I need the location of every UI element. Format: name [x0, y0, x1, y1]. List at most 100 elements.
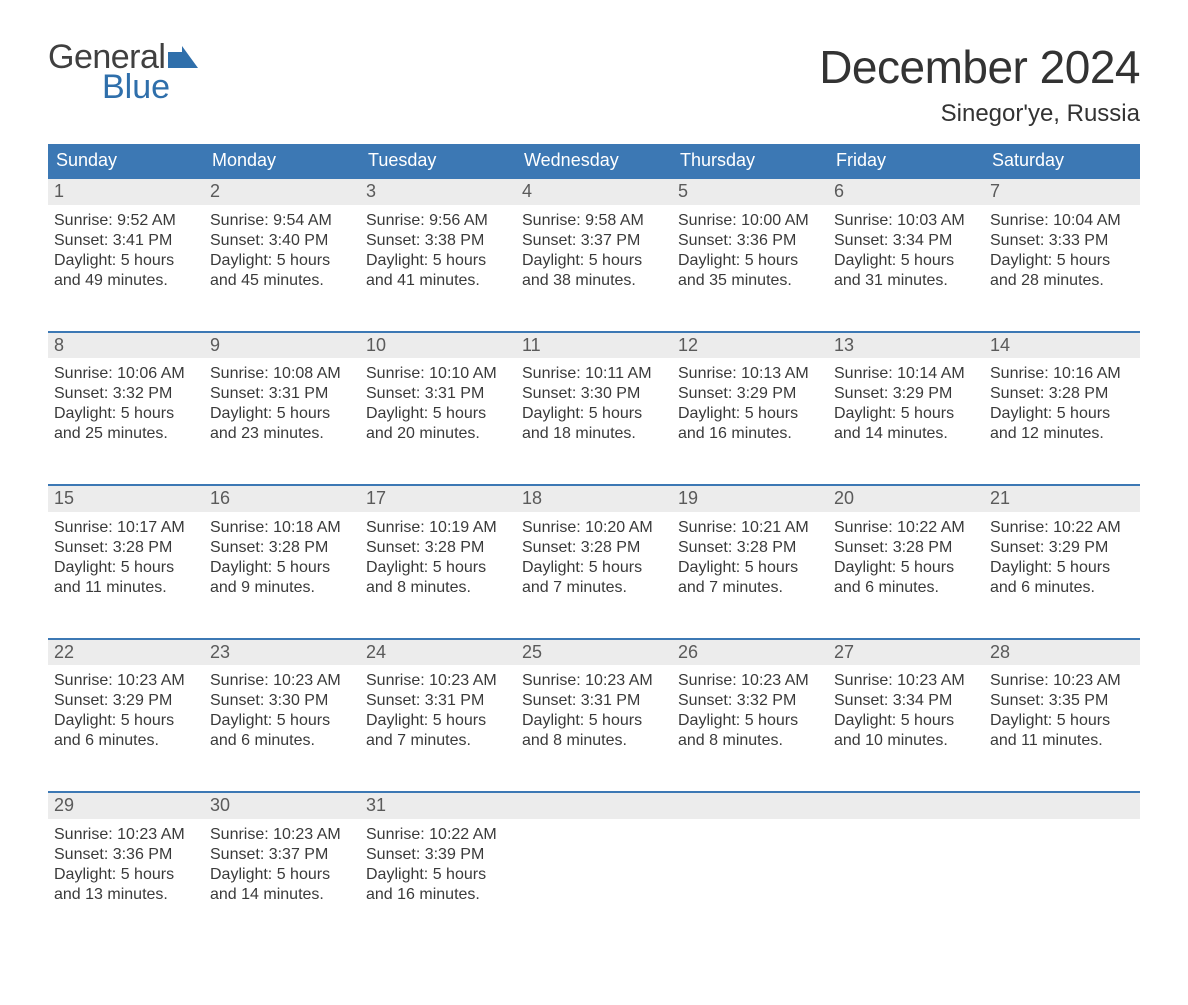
day-number: 12 [672, 333, 828, 359]
calendar-day-cell: 2Sunrise: 9:54 AMSunset: 3:40 PMDaylight… [204, 178, 360, 332]
day-body: Sunrise: 9:58 AMSunset: 3:37 PMDaylight:… [516, 205, 672, 331]
sunset-line: Sunset: 3:35 PM [990, 691, 1134, 711]
day-body: Sunrise: 10:10 AMSunset: 3:31 PMDaylight… [360, 358, 516, 484]
sunset-line: Sunset: 3:28 PM [834, 538, 978, 558]
calendar-day-cell [828, 792, 984, 945]
day-body: Sunrise: 9:56 AMSunset: 3:38 PMDaylight:… [360, 205, 516, 331]
day-number: 1 [48, 179, 204, 205]
daylight-line: Daylight: 5 hours and 10 minutes. [834, 711, 978, 751]
sunrise-line: Sunrise: 10:23 AM [54, 671, 198, 691]
day-body: Sunrise: 10:13 AMSunset: 3:29 PMDaylight… [672, 358, 828, 484]
daylight-line: Daylight: 5 hours and 7 minutes. [678, 558, 822, 598]
day-number: 10 [360, 333, 516, 359]
day-body: Sunrise: 10:04 AMSunset: 3:33 PMDaylight… [984, 205, 1140, 331]
sunset-line: Sunset: 3:39 PM [366, 845, 510, 865]
calendar-day-cell: 10Sunrise: 10:10 AMSunset: 3:31 PMDaylig… [360, 332, 516, 486]
day-body: Sunrise: 10:22 AMSunset: 3:28 PMDaylight… [828, 512, 984, 638]
calendar-day-cell: 24Sunrise: 10:23 AMSunset: 3:31 PMDaylig… [360, 639, 516, 793]
brand-line2: Blue [48, 70, 198, 104]
sunrise-line: Sunrise: 10:23 AM [522, 671, 666, 691]
sunrise-line: Sunrise: 10:23 AM [366, 671, 510, 691]
sunset-line: Sunset: 3:28 PM [678, 538, 822, 558]
sunrise-line: Sunrise: 9:56 AM [366, 211, 510, 231]
day-number: 28 [984, 640, 1140, 666]
day-number: 2 [204, 179, 360, 205]
daylight-line: Daylight: 5 hours and 31 minutes. [834, 251, 978, 291]
day-number: 22 [48, 640, 204, 666]
sunset-line: Sunset: 3:32 PM [54, 384, 198, 404]
sunrise-line: Sunrise: 9:54 AM [210, 211, 354, 231]
calendar-day-cell: 7Sunrise: 10:04 AMSunset: 3:33 PMDayligh… [984, 178, 1140, 332]
weekday-header: Tuesday [360, 144, 516, 178]
day-body: Sunrise: 10:23 AMSunset: 3:37 PMDaylight… [204, 819, 360, 945]
day-body: Sunrise: 10:19 AMSunset: 3:28 PMDaylight… [360, 512, 516, 638]
weekday-header: Wednesday [516, 144, 672, 178]
daylight-line: Daylight: 5 hours and 49 minutes. [54, 251, 198, 291]
day-number: 27 [828, 640, 984, 666]
sunset-line: Sunset: 3:37 PM [522, 231, 666, 251]
day-number: 18 [516, 486, 672, 512]
daylight-line: Daylight: 5 hours and 14 minutes. [210, 865, 354, 905]
day-body: Sunrise: 10:03 AMSunset: 3:34 PMDaylight… [828, 205, 984, 331]
day-number: 6 [828, 179, 984, 205]
daylight-line: Daylight: 5 hours and 41 minutes. [366, 251, 510, 291]
sunrise-line: Sunrise: 10:21 AM [678, 518, 822, 538]
day-body: Sunrise: 10:21 AMSunset: 3:28 PMDaylight… [672, 512, 828, 638]
sunset-line: Sunset: 3:33 PM [990, 231, 1134, 251]
calendar-day-cell: 3Sunrise: 9:56 AMSunset: 3:38 PMDaylight… [360, 178, 516, 332]
day-body: Sunrise: 10:23 AMSunset: 3:31 PMDaylight… [360, 665, 516, 791]
sunset-line: Sunset: 3:30 PM [522, 384, 666, 404]
calendar-day-cell: 16Sunrise: 10:18 AMSunset: 3:28 PMDaylig… [204, 485, 360, 639]
weekday-header: Monday [204, 144, 360, 178]
sunrise-line: Sunrise: 10:03 AM [834, 211, 978, 231]
brand-logo: General Blue [48, 40, 198, 104]
day-body-empty [672, 819, 828, 929]
daylight-line: Daylight: 5 hours and 28 minutes. [990, 251, 1134, 291]
weekday-header: Thursday [672, 144, 828, 178]
day-number: 21 [984, 486, 1140, 512]
calendar-day-cell: 14Sunrise: 10:16 AMSunset: 3:28 PMDaylig… [984, 332, 1140, 486]
calendar-week-row: 1Sunrise: 9:52 AMSunset: 3:41 PMDaylight… [48, 178, 1140, 332]
calendar-week-row: 22Sunrise: 10:23 AMSunset: 3:29 PMDaylig… [48, 639, 1140, 793]
brand-flag-icon [168, 40, 198, 74]
sunrise-line: Sunrise: 10:22 AM [834, 518, 978, 538]
calendar-day-cell [672, 792, 828, 945]
day-number: 11 [516, 333, 672, 359]
daylight-line: Daylight: 5 hours and 14 minutes. [834, 404, 978, 444]
daylight-line: Daylight: 5 hours and 6 minutes. [834, 558, 978, 598]
sunset-line: Sunset: 3:29 PM [678, 384, 822, 404]
day-body: Sunrise: 10:17 AMSunset: 3:28 PMDaylight… [48, 512, 204, 638]
calendar-day-cell: 1Sunrise: 9:52 AMSunset: 3:41 PMDaylight… [48, 178, 204, 332]
daylight-line: Daylight: 5 hours and 16 minutes. [678, 404, 822, 444]
day-body: Sunrise: 10:23 AMSunset: 3:32 PMDaylight… [672, 665, 828, 791]
calendar-day-cell: 4Sunrise: 9:58 AMSunset: 3:37 PMDaylight… [516, 178, 672, 332]
day-number: 29 [48, 793, 204, 819]
day-body-empty [516, 819, 672, 929]
day-body: Sunrise: 10:11 AMSunset: 3:30 PMDaylight… [516, 358, 672, 484]
calendar-body: 1Sunrise: 9:52 AMSunset: 3:41 PMDaylight… [48, 178, 1140, 945]
sunrise-line: Sunrise: 10:23 AM [678, 671, 822, 691]
sunrise-line: Sunrise: 10:18 AM [210, 518, 354, 538]
sunrise-line: Sunrise: 10:10 AM [366, 364, 510, 384]
sunrise-line: Sunrise: 10:22 AM [990, 518, 1134, 538]
calendar-day-cell: 29Sunrise: 10:23 AMSunset: 3:36 PMDaylig… [48, 792, 204, 945]
weekday-header: Friday [828, 144, 984, 178]
calendar-table: SundayMondayTuesdayWednesdayThursdayFrid… [48, 144, 1140, 945]
sunset-line: Sunset: 3:31 PM [366, 691, 510, 711]
day-body: Sunrise: 10:22 AMSunset: 3:29 PMDaylight… [984, 512, 1140, 638]
calendar-day-cell [984, 792, 1140, 945]
sunset-line: Sunset: 3:30 PM [210, 691, 354, 711]
calendar-week-row: 29Sunrise: 10:23 AMSunset: 3:36 PMDaylig… [48, 792, 1140, 945]
sunset-line: Sunset: 3:34 PM [834, 691, 978, 711]
weekday-header: Saturday [984, 144, 1140, 178]
page: General Blue December 2024 Sinegor'ye, R… [0, 0, 1188, 1005]
calendar-day-cell: 15Sunrise: 10:17 AMSunset: 3:28 PMDaylig… [48, 485, 204, 639]
day-body: Sunrise: 10:23 AMSunset: 3:34 PMDaylight… [828, 665, 984, 791]
daylight-line: Daylight: 5 hours and 6 minutes. [210, 711, 354, 751]
day-number: 15 [48, 486, 204, 512]
sunrise-line: Sunrise: 10:17 AM [54, 518, 198, 538]
calendar-day-cell [516, 792, 672, 945]
daylight-line: Daylight: 5 hours and 9 minutes. [210, 558, 354, 598]
calendar-day-cell: 13Sunrise: 10:14 AMSunset: 3:29 PMDaylig… [828, 332, 984, 486]
calendar-day-cell: 12Sunrise: 10:13 AMSunset: 3:29 PMDaylig… [672, 332, 828, 486]
